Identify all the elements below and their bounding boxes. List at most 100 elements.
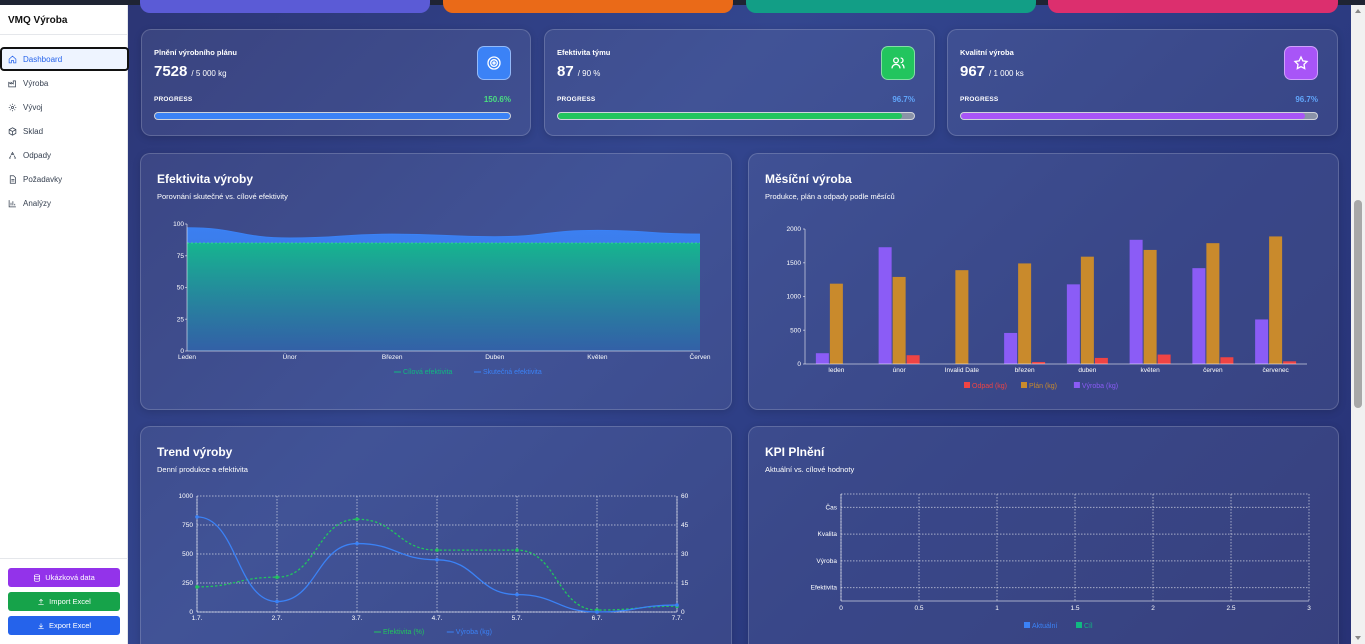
factory-icon bbox=[8, 80, 16, 87]
data-point bbox=[275, 575, 279, 579]
legend-marker bbox=[964, 382, 970, 388]
data-point bbox=[675, 603, 679, 607]
app-title: VMQ Výroba bbox=[0, 5, 127, 35]
efficiency-area-chart: 0 25 50 75 100 Leden Únor Březen Duben Květen Červ… bbox=[173, 221, 711, 376]
y-tick-label: Kvalita bbox=[817, 531, 837, 538]
users-icon bbox=[891, 57, 905, 69]
scroll-up-arrow[interactable] bbox=[1355, 9, 1361, 13]
y-tick-label-left: 750 bbox=[182, 522, 193, 529]
sidebar-item-label: Odpady bbox=[23, 150, 52, 160]
sidebar-item-sklad[interactable]: Sklad bbox=[0, 119, 127, 143]
progress-fill bbox=[961, 113, 1306, 119]
progress-percent: 96.7% bbox=[892, 95, 915, 104]
scrollbar-thumb[interactable] bbox=[1354, 200, 1362, 408]
sample-data-button[interactable]: Ukázková data bbox=[8, 568, 120, 587]
recycle-icon bbox=[8, 151, 17, 158]
legend-label: Výroba (kg) bbox=[456, 629, 492, 636]
star-icon bbox=[1293, 55, 1309, 70]
legend-marker bbox=[1076, 622, 1082, 628]
legend-label: Efektivita (%) bbox=[383, 629, 424, 636]
chart-card-efektivita: Efektivita výroby Porovnání skutečné vs.… bbox=[140, 153, 732, 410]
stat-value: 967/ 1 000 ks bbox=[960, 63, 1024, 80]
bar-odpad bbox=[1094, 357, 1108, 364]
stat-value: 7528/ 5 000 kg bbox=[154, 63, 227, 80]
bar-výroba bbox=[1192, 268, 1206, 364]
x-tick-label: 3.7. bbox=[352, 615, 363, 622]
x-tick-label: Leden bbox=[178, 354, 196, 361]
chart-subtitle: Porovnání skutečné vs. cílové efektivity bbox=[157, 192, 288, 201]
sidebar-item-label: Analýzy bbox=[23, 198, 52, 208]
data-point bbox=[435, 548, 439, 552]
stat-target: / 90 % bbox=[577, 69, 601, 78]
import-excel-label: Import Excel bbox=[49, 597, 91, 606]
chart-title: Měsíční výroba bbox=[765, 172, 852, 186]
x-tick-label: Červen bbox=[690, 352, 711, 361]
stat-card-peek bbox=[140, 0, 430, 13]
legend-label: Výroba (kg) bbox=[1082, 383, 1118, 390]
y-tick-label-right: 15 bbox=[681, 580, 689, 587]
y-tick-label: Čas bbox=[825, 502, 837, 511]
x-tick-label: Invalid Date bbox=[945, 367, 980, 374]
sidebar-item-dashboard[interactable]: Dashboard bbox=[0, 47, 129, 71]
bar-odpad bbox=[1283, 361, 1297, 364]
y-tick-label-left: 500 bbox=[182, 551, 193, 558]
legend-marker bbox=[1024, 622, 1030, 628]
chart-card-kpi: KPI Plnění Aktuální vs. cílové hodnoty 0… bbox=[748, 426, 1339, 644]
legend-label: Cíl bbox=[1084, 623, 1093, 630]
chart-title: Trend výroby bbox=[157, 445, 233, 459]
y-tick-label: 0 bbox=[180, 348, 184, 355]
x-tick-label: 1 bbox=[995, 605, 999, 612]
sidebar-item-analyzy[interactable]: Analýzy bbox=[0, 191, 127, 215]
sidebar-item-label: Výroba bbox=[23, 78, 49, 88]
data-point bbox=[355, 517, 359, 521]
download-icon bbox=[38, 622, 44, 629]
data-point bbox=[515, 592, 519, 597]
chart-card-trend: Trend výroby Denní produkce a efektivita… bbox=[140, 426, 732, 644]
sidebar-item-label: Vývoj bbox=[23, 102, 43, 112]
kpi-horizontal-bar-chart: 0 0.5 1 1.5 2 2.5 3 Čas Kvalita Výroba Efektivita A… bbox=[811, 493, 1311, 630]
stat-card-peek bbox=[1048, 0, 1338, 13]
y-tick-label: 500 bbox=[790, 327, 801, 334]
progress-bar bbox=[557, 112, 915, 120]
x-tick-label: 3 bbox=[1307, 605, 1311, 612]
bar-výroba bbox=[1004, 332, 1018, 364]
bar-chart-icon bbox=[8, 199, 16, 207]
data-point bbox=[435, 558, 439, 562]
page-scrollbar[interactable] bbox=[1351, 5, 1365, 644]
progress-fill bbox=[558, 113, 903, 119]
stat-icon-box bbox=[881, 46, 915, 80]
sidebar-item-pozadavky[interactable]: Požadavky bbox=[0, 167, 127, 191]
y-tick-label: 2000 bbox=[787, 226, 802, 233]
export-excel-button[interactable]: Export Excel bbox=[8, 616, 120, 635]
chart-subtitle: Aktuální vs. cílové hodnoty bbox=[765, 465, 855, 474]
stat-card-plan: Plnění výrobního plánu 7528/ 5 000 kg PR… bbox=[141, 29, 531, 136]
series-line bbox=[196, 516, 678, 613]
sidebar-item-vyvoj[interactable]: Vývoj bbox=[0, 95, 127, 119]
progress-bar bbox=[960, 112, 1318, 120]
data-point bbox=[595, 610, 599, 614]
x-tick-label: duben bbox=[1078, 367, 1096, 374]
bar-plán bbox=[1080, 256, 1094, 364]
legend-label: Cílová efektivita bbox=[403, 369, 453, 376]
sidebar-item-label: Sklad bbox=[23, 126, 44, 136]
bar-odpad bbox=[1032, 361, 1046, 364]
progress-label: PROGRESS bbox=[557, 96, 596, 103]
y-tick-label-left: 250 bbox=[182, 580, 193, 587]
stat-value-number: 967 bbox=[960, 63, 986, 80]
stat-target: / 5 000 kg bbox=[191, 69, 227, 78]
scroll-down-arrow[interactable] bbox=[1355, 636, 1361, 640]
stat-card-team: Efektivita týmu 87/ 90 % PROGRESS 96.7% bbox=[544, 29, 935, 136]
sidebar-item-odpady[interactable]: Odpady bbox=[0, 143, 127, 167]
x-tick-label: 0.5 bbox=[914, 605, 923, 612]
y-tick-label-left: 1000 bbox=[179, 493, 194, 500]
legend-label: Aktuální bbox=[1032, 623, 1057, 630]
import-excel-button[interactable]: Import Excel bbox=[8, 592, 120, 611]
sidebar-item-vyroba[interactable]: Výroba bbox=[0, 71, 127, 95]
y-tick-label: Výroba bbox=[816, 558, 837, 565]
x-tick-label: 2.5 bbox=[1226, 605, 1235, 612]
y-tick-label-left: 0 bbox=[189, 609, 193, 616]
bar-výroba bbox=[878, 247, 892, 364]
x-tick-label: červen bbox=[1203, 367, 1223, 374]
x-tick-label: červenec bbox=[1262, 367, 1289, 374]
